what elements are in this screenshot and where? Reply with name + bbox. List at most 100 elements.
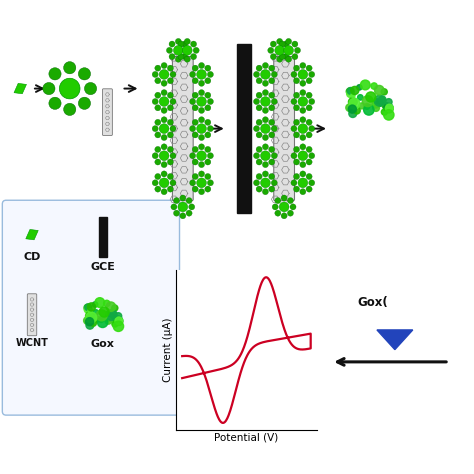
Circle shape: [106, 302, 116, 311]
Circle shape: [269, 173, 275, 180]
Circle shape: [256, 132, 262, 138]
Circle shape: [106, 310, 117, 320]
Circle shape: [263, 135, 268, 140]
Circle shape: [197, 151, 206, 161]
Circle shape: [199, 189, 205, 195]
Circle shape: [300, 90, 306, 96]
Circle shape: [152, 180, 158, 186]
Circle shape: [192, 92, 198, 98]
Circle shape: [173, 46, 183, 55]
Circle shape: [298, 70, 308, 79]
Circle shape: [184, 38, 191, 45]
Circle shape: [199, 80, 205, 86]
Circle shape: [197, 97, 206, 106]
Circle shape: [263, 108, 268, 113]
Circle shape: [254, 180, 260, 186]
Circle shape: [293, 119, 300, 125]
Circle shape: [269, 146, 275, 153]
Circle shape: [197, 124, 206, 134]
Circle shape: [292, 41, 298, 47]
Circle shape: [205, 65, 211, 71]
Circle shape: [263, 63, 268, 69]
Circle shape: [94, 316, 100, 322]
Circle shape: [354, 107, 360, 114]
Circle shape: [161, 90, 167, 96]
Circle shape: [207, 72, 213, 77]
Circle shape: [191, 54, 197, 60]
Circle shape: [271, 126, 277, 132]
Circle shape: [189, 204, 195, 210]
Circle shape: [291, 72, 297, 77]
Circle shape: [169, 54, 175, 60]
Circle shape: [178, 54, 184, 60]
Circle shape: [205, 159, 211, 165]
Circle shape: [360, 80, 370, 90]
Circle shape: [171, 204, 177, 210]
Circle shape: [346, 90, 355, 98]
Circle shape: [291, 126, 297, 132]
Circle shape: [281, 213, 287, 219]
Circle shape: [300, 135, 306, 140]
Circle shape: [197, 70, 206, 79]
Circle shape: [382, 109, 387, 115]
Circle shape: [374, 99, 379, 104]
Circle shape: [161, 171, 167, 177]
Circle shape: [112, 316, 119, 322]
Circle shape: [348, 98, 357, 106]
Circle shape: [178, 202, 188, 212]
Circle shape: [190, 99, 196, 105]
Circle shape: [190, 180, 196, 186]
Circle shape: [293, 65, 300, 71]
Circle shape: [385, 105, 393, 113]
Circle shape: [186, 210, 192, 216]
Circle shape: [167, 173, 173, 180]
Circle shape: [277, 38, 283, 45]
Circle shape: [281, 195, 287, 201]
Circle shape: [277, 47, 283, 54]
Circle shape: [199, 63, 205, 69]
Circle shape: [205, 186, 211, 192]
Circle shape: [78, 97, 91, 109]
Circle shape: [298, 151, 308, 161]
Circle shape: [293, 159, 300, 165]
Circle shape: [290, 204, 296, 210]
Circle shape: [287, 198, 293, 204]
FancyBboxPatch shape: [102, 89, 112, 136]
Circle shape: [155, 186, 161, 192]
Circle shape: [268, 47, 274, 54]
Circle shape: [293, 105, 300, 111]
Circle shape: [199, 162, 205, 168]
Circle shape: [300, 108, 306, 113]
Circle shape: [279, 41, 285, 47]
Bar: [99, 217, 107, 257]
Circle shape: [309, 126, 315, 132]
Circle shape: [292, 54, 298, 60]
Circle shape: [155, 132, 161, 138]
Circle shape: [96, 310, 107, 321]
Circle shape: [362, 96, 373, 107]
Circle shape: [256, 92, 262, 98]
Circle shape: [306, 132, 312, 138]
Circle shape: [84, 82, 97, 95]
Circle shape: [383, 109, 394, 120]
Circle shape: [306, 159, 312, 165]
Circle shape: [269, 105, 275, 111]
Circle shape: [285, 38, 292, 45]
Polygon shape: [377, 330, 413, 350]
Circle shape: [173, 198, 180, 204]
Circle shape: [207, 153, 213, 159]
Circle shape: [300, 189, 306, 195]
Circle shape: [186, 198, 192, 204]
Circle shape: [309, 72, 315, 77]
Circle shape: [175, 56, 182, 62]
Circle shape: [285, 56, 292, 62]
Circle shape: [199, 108, 205, 113]
Circle shape: [300, 171, 306, 177]
Circle shape: [170, 153, 176, 159]
Circle shape: [192, 78, 198, 84]
Circle shape: [180, 195, 186, 201]
Circle shape: [371, 83, 377, 89]
Circle shape: [167, 105, 173, 111]
Circle shape: [306, 92, 312, 98]
Circle shape: [155, 78, 161, 84]
